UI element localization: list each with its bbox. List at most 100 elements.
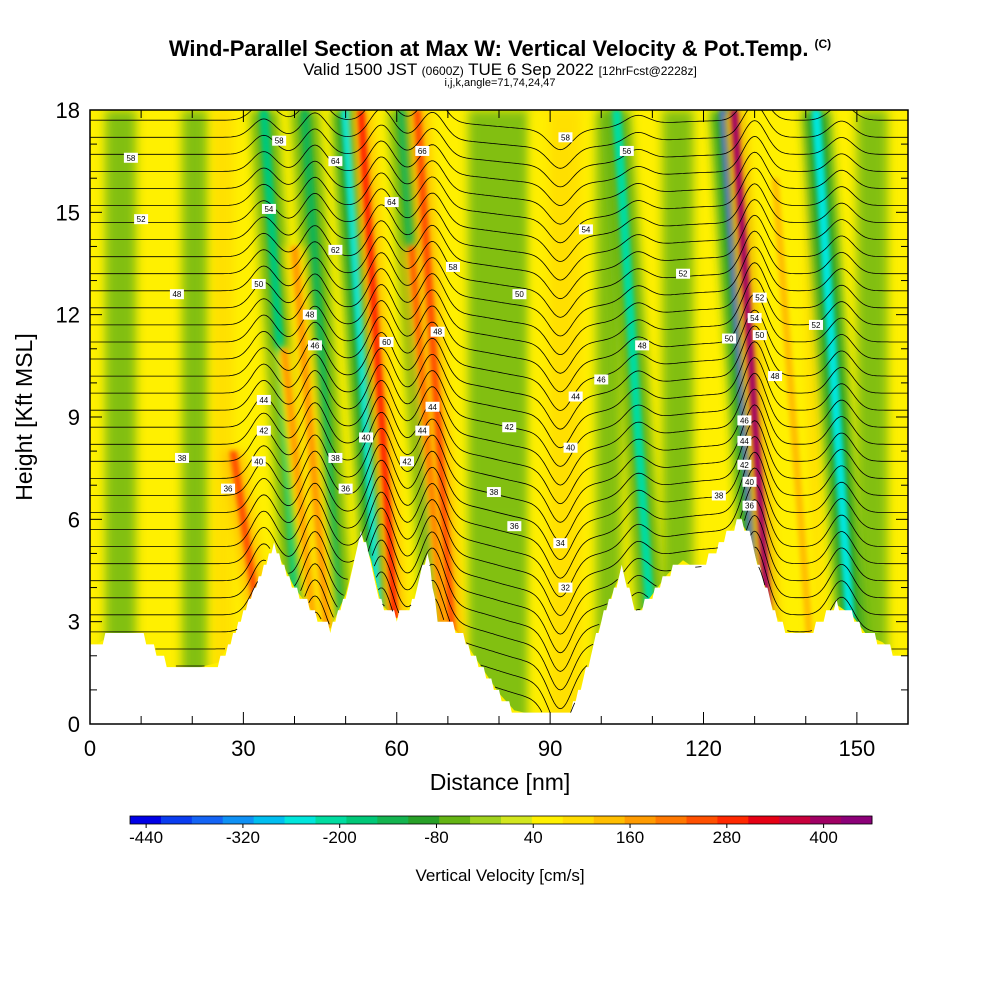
svg-text:54: 54 [264, 205, 273, 214]
svg-text:64: 64 [331, 157, 340, 166]
isentrope-line [90, 357, 908, 467]
y-axis-label: Height [Kft MSL] [11, 333, 37, 500]
colorbar-swatch [408, 816, 440, 824]
isentrope-line [90, 293, 908, 393]
downdraft-core [612, 110, 663, 714]
x-tick-label: 60 [385, 736, 409, 761]
weak-motion-band [212, 110, 234, 714]
svg-text:44: 44 [428, 403, 437, 412]
x-tick-label: 30 [231, 736, 255, 761]
isentrope-line [90, 451, 908, 579]
contour-label: 50 [251, 278, 266, 289]
colorbar-swatch [160, 816, 193, 824]
terrain-mask [90, 519, 908, 724]
colorbar-swatch [810, 816, 842, 824]
svg-text:66: 66 [418, 147, 427, 156]
svg-text:46: 46 [310, 341, 319, 350]
svg-text:42: 42 [505, 423, 514, 432]
contour-label: 48 [430, 326, 445, 337]
svg-text:52: 52 [679, 270, 688, 279]
contour-label: 64 [384, 197, 399, 208]
colorbar-swatch [717, 816, 749, 824]
colorbar-tick-label: 40 [524, 828, 543, 847]
contour-label: 52 [808, 319, 823, 330]
isentrope-line [90, 110, 908, 169]
isentrope-line [175, 603, 543, 713]
contour-label: 58 [272, 135, 287, 146]
svg-text:36: 36 [224, 485, 233, 494]
contour-label: 44 [568, 391, 583, 402]
x-axis-label: Distance [nm] [430, 769, 571, 795]
chart-title: Wind-Parallel Section at Max W: Vertical… [168, 36, 832, 61]
colorbar-swatch [841, 816, 873, 824]
svg-text:34: 34 [556, 539, 565, 548]
svg-text:44: 44 [418, 427, 427, 436]
vertical-velocity-field [90, 110, 908, 724]
contour-label: 38 [711, 490, 726, 501]
contour-label: 36 [507, 521, 522, 532]
svg-text:62: 62 [331, 246, 340, 255]
contour-label: 58 [558, 132, 573, 143]
contour-label: 64 [328, 156, 343, 167]
contour-label: 38 [328, 452, 343, 463]
colorbar-swatch [253, 816, 286, 824]
isentrope-line [90, 230, 908, 318]
contour-label: 50 [512, 289, 527, 300]
contour-label: 50 [752, 330, 767, 341]
isentrope-line [90, 483, 908, 616]
svg-text:46: 46 [597, 375, 606, 384]
contour-label: 58 [123, 152, 138, 163]
svg-text:38: 38 [714, 491, 723, 500]
contour-label: 58 [445, 261, 460, 272]
weak-motion-band [529, 110, 551, 714]
svg-text:42: 42 [259, 427, 268, 436]
contour-label: 40 [563, 442, 578, 453]
colorbar: -440 -320 -200 -80 40 160 280 400 [129, 815, 873, 847]
isentrope-line [90, 167, 908, 244]
colorbar-swatch [531, 816, 564, 824]
contour-label: 50 [722, 333, 737, 344]
contour-label: 40 [359, 432, 374, 443]
x-tick-label: 120 [685, 736, 722, 761]
svg-text:58: 58 [126, 154, 135, 163]
contour-label: 48 [635, 340, 650, 351]
colorbar-swatch [470, 816, 502, 824]
colorbar-tick-label: 400 [809, 828, 837, 847]
colorbar-swatch [346, 816, 378, 824]
isentrope-line [90, 214, 908, 300]
svg-text:60: 60 [382, 338, 391, 347]
svg-text:42: 42 [740, 461, 749, 470]
isentrope-line [90, 514, 908, 654]
isentrope-line [90, 325, 908, 430]
isentrope-line [90, 467, 908, 598]
contour-label: 42 [737, 459, 752, 470]
contour-label: 52 [752, 292, 767, 303]
colorbar-swatch [593, 816, 626, 824]
svg-text:42: 42 [403, 457, 412, 466]
y-tick-label: 9 [68, 405, 80, 430]
contour-labels: 58 52 48 38 36 58 54 50 44 42 40 64 62 48 46 38 36 40 64 60… [123, 132, 823, 593]
isentrope-line [90, 183, 908, 262]
svg-text:50: 50 [755, 331, 764, 340]
contour-label: 42 [256, 425, 271, 436]
updraft-core [357, 110, 406, 714]
chart-subtitle-indices: i,j,k,angle=71,74,24,47 [444, 77, 556, 89]
contour-label: 32 [558, 582, 573, 593]
colorbar-swatch [748, 816, 780, 824]
isentrope-line [90, 151, 908, 225]
svg-text:38: 38 [489, 488, 498, 497]
svg-text:40: 40 [362, 433, 371, 442]
contour-label: 44 [425, 401, 440, 412]
svg-text:50: 50 [254, 280, 263, 289]
contour-label: 40 [742, 476, 757, 487]
svg-text:54: 54 [581, 225, 590, 234]
contour-label: 42 [399, 456, 414, 467]
svg-text:40: 40 [745, 478, 754, 487]
downdraft-core [300, 110, 351, 714]
colorbar-tick-label: 160 [616, 828, 644, 847]
svg-text:36: 36 [341, 485, 350, 494]
colorbar-swatch [655, 816, 687, 824]
chart-subtitle-valid: Valid 1500 JST (0600Z) TUE 6 Sep 2022 [1… [303, 60, 697, 79]
contour-label: 46 [737, 415, 752, 426]
